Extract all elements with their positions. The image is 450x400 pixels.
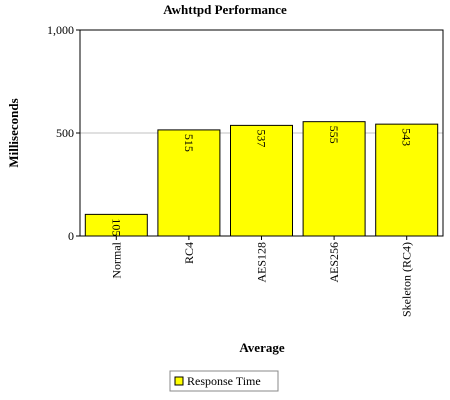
x-tick-label: RC4 <box>182 242 196 264</box>
legend: Response Time <box>169 370 279 392</box>
legend-swatch <box>174 376 184 386</box>
bar <box>230 124 293 237</box>
x-tick-label: Normal <box>109 241 123 278</box>
labels: 0 500 1,000 Normal 105 RC4 515 AES128 537 AES256 5… <box>47 23 414 317</box>
x-tick-label: AES256 <box>327 242 341 283</box>
y-tick-label: 500 <box>56 126 74 140</box>
legend-label: Response Time <box>187 374 261 388</box>
value-label: 543 <box>400 128 414 146</box>
bars <box>84 121 439 237</box>
x-tick-label: Skeleton (RC4) <box>400 242 414 317</box>
value-label: 537 <box>255 129 269 147</box>
y-tick-label: 0 <box>68 229 74 243</box>
value-label: 515 <box>182 134 196 152</box>
bar <box>302 121 366 237</box>
chart-title: Awhttpd Performance <box>163 2 287 17</box>
value-label: 105 <box>109 218 123 236</box>
legend-box <box>169 370 279 392</box>
bar <box>375 123 439 237</box>
value-label: 555 <box>327 126 341 144</box>
x-tick-label: AES128 <box>255 242 269 283</box>
x-axis-title: Average <box>239 340 284 355</box>
y-axis-title: Milliseconds <box>6 98 21 167</box>
y-tick-label: 1,000 <box>47 23 74 37</box>
